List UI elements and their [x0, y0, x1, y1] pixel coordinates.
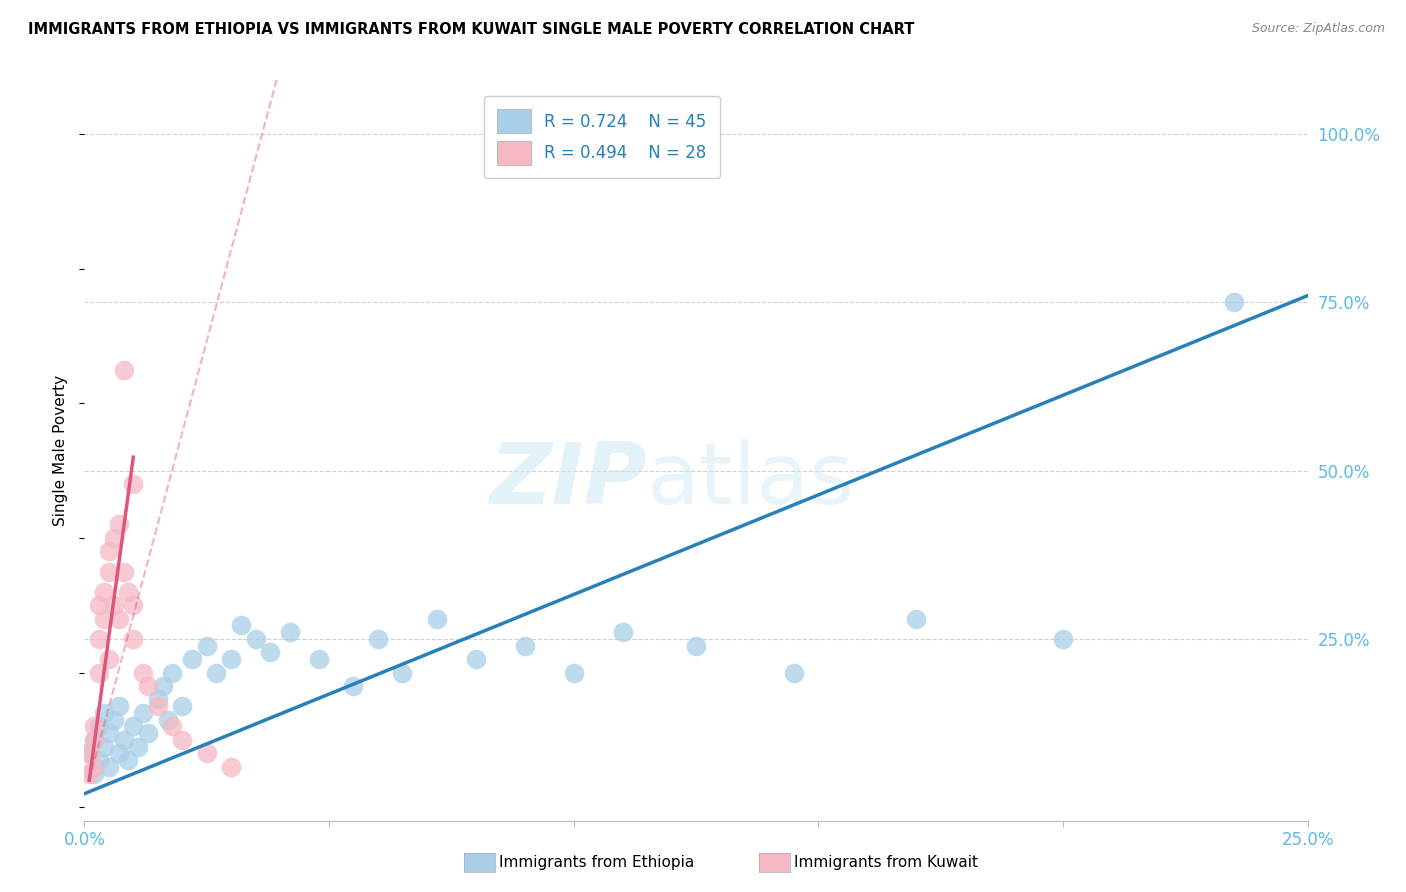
Point [83, 766, 105, 780]
Point [612, 625, 634, 640]
Point [391, 665, 413, 680]
Point [122, 719, 145, 733]
Point [112, 732, 135, 747]
Point [83, 760, 105, 774]
Point [162, 719, 184, 733]
Point [93, 584, 115, 599]
Point [426, 612, 449, 626]
Point [107, 699, 129, 714]
Point [87, 599, 110, 613]
Point [93, 739, 115, 754]
Point [172, 732, 194, 747]
Point [83, 732, 105, 747]
Point [112, 565, 135, 579]
Point [97, 544, 120, 558]
Point [103, 713, 125, 727]
Point [136, 726, 159, 740]
Point [162, 665, 184, 680]
Point [1223, 295, 1246, 310]
Point [172, 699, 194, 714]
Text: IMMIGRANTS FROM ETHIOPIA VS IMMIGRANTS FROM KUWAIT SINGLE MALE POVERTY CORRELATI: IMMIGRANTS FROM ETHIOPIA VS IMMIGRANTS F… [28, 22, 914, 37]
Point [87, 753, 110, 767]
Text: Immigrants from Ethiopia: Immigrants from Ethiopia [499, 855, 695, 870]
Point [107, 612, 129, 626]
Point [93, 612, 115, 626]
Point [117, 753, 139, 767]
Point [132, 706, 155, 720]
Point [77, 747, 100, 761]
Point [122, 599, 145, 613]
Point [152, 679, 174, 693]
Point [83, 732, 105, 747]
Point [156, 713, 179, 727]
Point [97, 652, 120, 666]
Point [219, 760, 242, 774]
Point [127, 739, 149, 754]
Point [367, 632, 389, 646]
Point [87, 719, 110, 733]
Point [107, 747, 129, 761]
Point [103, 531, 125, 545]
Point [464, 652, 486, 666]
Point [107, 517, 129, 532]
Point [562, 665, 585, 680]
Point [278, 625, 301, 640]
Point [83, 719, 105, 733]
Text: Source: ZipAtlas.com: Source: ZipAtlas.com [1251, 22, 1385, 36]
Point [685, 639, 707, 653]
Point [205, 665, 228, 680]
Point [181, 652, 204, 666]
Point [259, 645, 281, 659]
Point [513, 639, 536, 653]
Point [219, 652, 242, 666]
Point [97, 760, 120, 774]
Point [103, 599, 125, 613]
Point [87, 632, 110, 646]
Point [132, 665, 155, 680]
Legend: R = 0.724    N = 45, R = 0.494    N = 28: R = 0.724 N = 45, R = 0.494 N = 28 [484, 96, 720, 178]
Point [195, 747, 218, 761]
Text: atlas: atlas [647, 439, 855, 522]
Point [229, 618, 252, 632]
Point [122, 632, 145, 646]
Point [117, 584, 139, 599]
Point [783, 665, 806, 680]
Point [905, 612, 928, 626]
Text: Immigrants from Kuwait: Immigrants from Kuwait [794, 855, 979, 870]
Text: ZIP: ZIP [489, 439, 647, 522]
Point [146, 692, 169, 706]
Point [195, 639, 218, 653]
Point [136, 679, 159, 693]
Point [112, 362, 135, 376]
Y-axis label: Single Male Poverty: Single Male Poverty [53, 375, 69, 526]
Point [77, 766, 100, 780]
Point [146, 699, 169, 714]
Point [93, 706, 115, 720]
Point [97, 726, 120, 740]
Point [245, 632, 267, 646]
Point [1052, 632, 1074, 646]
Point [77, 747, 100, 761]
Point [308, 652, 330, 666]
Point [97, 565, 120, 579]
Point [122, 477, 145, 491]
Point [87, 665, 110, 680]
Point [342, 679, 364, 693]
